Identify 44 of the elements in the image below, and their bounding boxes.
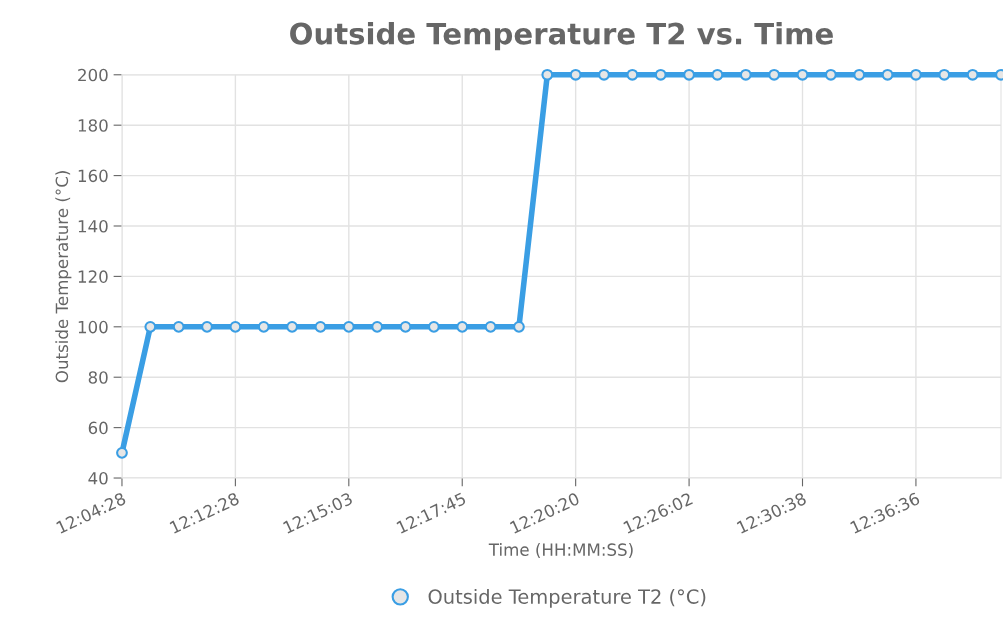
point bbox=[399, 320, 412, 333]
point bbox=[172, 320, 185, 333]
point bbox=[314, 320, 327, 333]
y-tick-label: 60 bbox=[88, 421, 108, 435]
point bbox=[569, 68, 582, 81]
point bbox=[144, 320, 157, 333]
point bbox=[853, 68, 866, 81]
y-tick-label: 100 bbox=[78, 320, 108, 334]
point bbox=[541, 68, 554, 81]
point bbox=[427, 320, 440, 333]
point bbox=[683, 68, 695, 81]
point bbox=[768, 68, 781, 81]
point bbox=[342, 320, 355, 333]
point bbox=[824, 68, 837, 81]
y-tick-label: 80 bbox=[88, 371, 108, 384]
point bbox=[654, 68, 667, 81]
point bbox=[513, 320, 525, 333]
y-tick-label: 120 bbox=[78, 270, 108, 283]
x-axis-title: Time (HH:MM:SS) bbox=[488, 543, 633, 558]
point bbox=[881, 68, 894, 81]
y-tick-label: 160 bbox=[78, 169, 108, 183]
point bbox=[201, 320, 213, 333]
point bbox=[116, 446, 128, 459]
y-tick-label: 200 bbox=[78, 68, 108, 82]
point bbox=[938, 68, 951, 81]
point bbox=[484, 320, 497, 333]
point bbox=[966, 68, 979, 81]
y-axis-title: Outside Temperature (°C) bbox=[55, 171, 72, 383]
point bbox=[257, 320, 270, 333]
y-tick-label: 140 bbox=[78, 219, 108, 233]
point bbox=[371, 320, 384, 333]
point bbox=[910, 68, 922, 81]
point bbox=[626, 68, 639, 81]
point bbox=[598, 68, 610, 81]
legend-label: Outside Temperature T2 (°C) bbox=[428, 588, 706, 608]
chart-title: Outside Temperature T2 vs. Time bbox=[290, 22, 833, 51]
point bbox=[456, 320, 469, 333]
y-tick-label: 40 bbox=[88, 471, 108, 485]
point bbox=[286, 320, 298, 333]
point bbox=[796, 68, 809, 81]
point bbox=[229, 320, 242, 333]
point bbox=[739, 68, 752, 81]
point bbox=[711, 68, 724, 81]
y-tick-label: 180 bbox=[78, 119, 108, 132]
